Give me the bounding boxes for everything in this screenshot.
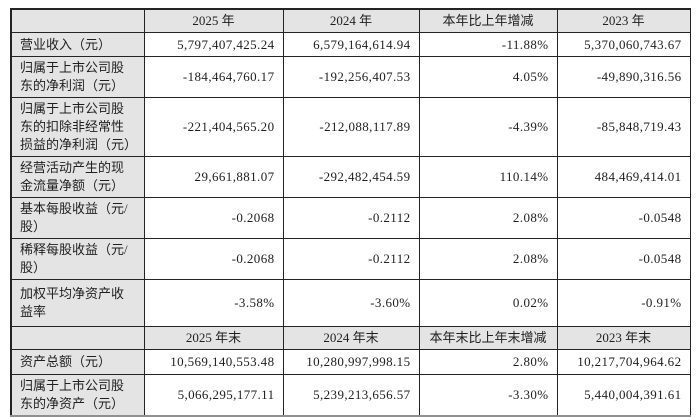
value-cell: 6,579,164,614.94 [282, 32, 420, 57]
value-cell: -3.60% [282, 279, 420, 327]
value-cell: -49,890,316.56 [556, 56, 691, 98]
table-row: 归属于上市公司股东的扣除非经常性损益的净利润（元） -221,404,565.20… [10, 97, 691, 157]
table-row: 稀释每股收益（元/股） -0.2068 -0.2112 2.08% -0.0548 [10, 238, 691, 280]
value-cell: -212,088,117.89 [282, 97, 420, 157]
value-cell: -0.0548 [556, 197, 691, 239]
table-row: 加权平均净资产收益率 -3.58% -3.60% 0.02% -0.91% [10, 279, 691, 327]
value-cell: -0.2112 [282, 197, 420, 239]
value-cell: 5,066,295,177.11 [143, 374, 284, 417]
value-cell: -0.0548 [556, 238, 691, 280]
value-cell: -292,482,454.59 [282, 156, 420, 198]
value-cell: 110.14% [418, 156, 558, 198]
row-label: 稀释每股收益（元/股） [10, 238, 145, 280]
value-cell: -184,464,760.17 [143, 56, 284, 98]
column-header: 2023 年末 [556, 326, 691, 350]
table-row: 营业收入（元） 5,797,407,425.24 6,579,164,614.94-… [10, 32, 691, 57]
row-label: 基本每股收益（元/股） [10, 197, 145, 239]
row-label: 归属于上市公司股东的净利润（元） [10, 56, 145, 98]
column-header: 2023 年 [556, 8, 691, 33]
row-label: 营业收入（元） [10, 32, 145, 57]
value-cell: 2.80% [418, 349, 558, 375]
value-cell: -4.39% [418, 97, 558, 157]
header-row: 2025 年 2024 年本年比上年增减 2023 年 [10, 8, 691, 33]
value-cell: 5,797,407,425.24 [143, 32, 284, 57]
header-corner-cell [10, 326, 145, 350]
value-cell: -85,848,719.43 [556, 97, 691, 157]
value-cell: 2.08% [418, 197, 558, 239]
column-header: 2025 年 [143, 8, 284, 33]
column-header: 2025 年末 [143, 326, 284, 350]
row-label: 加权平均净资产收益率 [10, 279, 145, 327]
financial-summary-table-container: 2025 年 2024 年本年比上年增减 2023 年营业收入（元） 5,797,40… [10, 8, 691, 417]
value-cell: -0.2112 [282, 238, 420, 280]
value-cell: 10,217,704,964.62 [556, 349, 691, 375]
table-row: 经营活动产生的现金流量净额（元） 29,661,881.07 -292,482,45… [10, 156, 691, 198]
value-cell: -0.91% [556, 279, 691, 327]
column-header: 2024 年 [282, 8, 420, 33]
value-cell: 484,469,414.01 [556, 156, 691, 198]
value-cell: 0.02% [418, 279, 558, 327]
table-row: 资产总额（元） 10,569,140,553.48 10,280,997,998.1… [10, 349, 691, 375]
value-cell: 29,661,881.07 [143, 156, 284, 198]
value-cell: 5,370,060,743.67 [556, 32, 691, 57]
value-cell: -221,404,565.20 [143, 97, 284, 157]
value-cell: 10,569,140,553.48 [143, 349, 284, 375]
value-cell: -11.88% [418, 32, 558, 57]
header-row: 2025 年末 2024 年末 本年末比上年末增减 2023 年末 [10, 326, 691, 350]
header-corner-cell [10, 8, 145, 33]
value-cell: 2.08% [418, 238, 558, 280]
column-header: 本年末比上年末增减 [418, 326, 558, 350]
value-cell: -0.2068 [143, 197, 284, 239]
value-cell: 10,280,997,998.15 [282, 349, 420, 375]
table-row: 基本每股收益（元/股） -0.2068 -0.2112 2.08% -0.0548 [10, 197, 691, 239]
row-label: 资产总额（元） [10, 349, 145, 375]
value-cell: 5,440,004,391.61 [556, 374, 691, 417]
table-body: 2025 年 2024 年本年比上年增减 2023 年营业收入（元） 5,797,40… [10, 8, 691, 417]
column-header: 2024 年末 [282, 326, 420, 350]
row-label: 归属于上市公司股东的净资产（元） [10, 374, 145, 417]
financial-summary-table: 2025 年 2024 年本年比上年增减 2023 年营业收入（元） 5,797,40… [10, 8, 691, 417]
value-cell: 4.05% [418, 56, 558, 98]
value-cell: -3.58% [143, 279, 284, 327]
row-label: 归属于上市公司股东的扣除非经常性损益的净利润（元） [10, 97, 145, 157]
value-cell: 5,239,213,656.57 [282, 374, 420, 417]
column-header: 本年比上年增减 [418, 8, 558, 33]
value-cell: -192,256,407.53 [282, 56, 420, 98]
value-cell: -3.30% [418, 374, 558, 417]
value-cell: -0.2068 [143, 238, 284, 280]
table-row: 归属于上市公司股东的净资产（元） 5,066,295,177.11 5,239,21… [10, 374, 691, 417]
row-label: 经营活动产生的现金流量净额（元） [10, 156, 145, 198]
table-row: 归属于上市公司股东的净利润（元） -184,464,760.17 -192,256,… [10, 56, 691, 98]
